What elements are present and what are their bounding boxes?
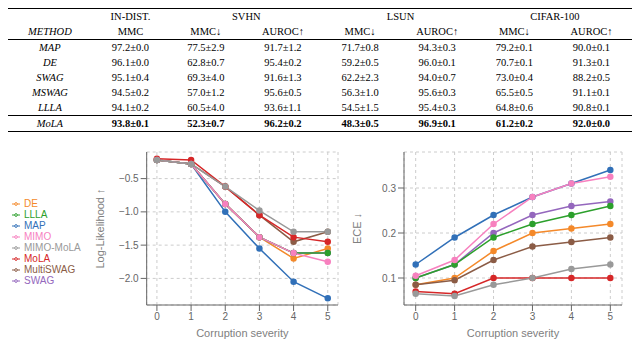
html-text:93.6±1.1: 93.6±1.1 <box>264 102 302 113</box>
svg-text:2: 2 <box>222 311 228 322</box>
html-text:SWAG: SWAG <box>24 274 55 286</box>
svg-text:3: 3 <box>257 311 263 322</box>
svg-text:−1.0: −1.0 <box>119 206 139 217</box>
svg-text:Corruption severity: Corruption severity <box>196 327 289 339</box>
html-text:93.8±0.1: 93.8±0.1 <box>111 118 150 129</box>
html-text:AUROC↑: AUROC↑ <box>570 26 613 37</box>
html-text:IN-DIST.: IN-DIST. <box>110 11 151 22</box>
html-text:91.6±1.3: 91.6±1.3 <box>264 72 302 83</box>
svg-text:ECE ↓: ECE ↓ <box>351 213 363 244</box>
html-text:95.6±0.3: 95.6±0.3 <box>418 87 456 98</box>
html-text:60.5±4.0: 60.5±4.0 <box>187 102 225 113</box>
html-text:MoLA: MoLA <box>24 252 51 264</box>
html-text:MMC↓: MMC↓ <box>190 26 222 37</box>
html-text:95.4±0.2: 95.4±0.2 <box>264 57 302 68</box>
svg-text:0.1: 0.1 <box>382 273 396 284</box>
html-text:91.3±0.1: 91.3±0.1 <box>572 57 611 68</box>
svg-text:1: 1 <box>452 311 458 322</box>
html-text:56.3±1.0: 56.3±1.0 <box>341 87 379 98</box>
svg-text:4: 4 <box>569 311 575 322</box>
svg-text:−0.5: −0.5 <box>119 173 139 184</box>
html-text:95.6±0.5: 95.6±0.5 <box>264 87 302 98</box>
html-text:94.1±0.2: 94.1±0.2 <box>111 102 150 113</box>
html-text:94.3±0.3: 94.3±0.3 <box>418 42 456 53</box>
html-text:DE: DE <box>24 197 38 209</box>
html-text:MMC: MMC <box>117 26 144 37</box>
html-text:91.7±1.2: 91.7±1.2 <box>264 42 302 53</box>
html-text:88.2±0.5: 88.2±0.5 <box>572 72 611 83</box>
html-text:MultiSWAG: MultiSWAG <box>24 263 76 275</box>
svg-text:−2.0: −2.0 <box>119 273 139 284</box>
html-text:73.0±0.4: 73.0±0.4 <box>495 72 533 83</box>
html-text:62.2±2.3: 62.2±2.3 <box>341 72 379 83</box>
html-text:CIFAR-100: CIFAR-100 <box>530 11 580 22</box>
html-text:71.7±0.8: 71.7±0.8 <box>341 42 379 53</box>
html-text:95.4±0.3: 95.4±0.3 <box>418 102 456 113</box>
html-text:SVHN: SVHN <box>232 11 261 22</box>
svg-text:4: 4 <box>291 311 297 322</box>
html-text:96.2±0.2: 96.2±0.2 <box>264 118 302 129</box>
html-text:MAP: MAP <box>39 42 61 53</box>
html-text:SWAG: SWAG <box>36 72 64 83</box>
svg-text:5: 5 <box>325 311 331 322</box>
html-text:DE: DE <box>42 57 57 68</box>
svg-text:5: 5 <box>608 311 614 322</box>
html-text:94.5±0.2: 94.5±0.2 <box>111 87 150 98</box>
html-text:96.9±0.1: 96.9±0.1 <box>418 118 456 129</box>
html-text:AUROC↑: AUROC↑ <box>261 26 304 37</box>
html-text:95.1±0.4: 95.1±0.4 <box>111 72 150 83</box>
html-text:90.0±0.1: 90.0±0.1 <box>572 42 611 53</box>
html-text:MAP: MAP <box>24 219 46 231</box>
svg-text:0.3: 0.3 <box>382 183 396 194</box>
html-text:90.8±0.1: 90.8±0.1 <box>572 102 611 113</box>
html-text:94.0±0.7: 94.0±0.7 <box>418 72 456 83</box>
html-text:48.3±0.5: 48.3±0.5 <box>341 118 379 129</box>
svg-text:Corruption severity: Corruption severity <box>467 327 560 339</box>
html-text:79.2±0.1: 79.2±0.1 <box>495 42 533 53</box>
html-text:MoLA: MoLA <box>36 118 63 129</box>
html-text:AUROC↑: AUROC↑ <box>416 26 459 37</box>
svg-text:Log-Likelihood ↑: Log-Likelihood ↑ <box>94 188 106 268</box>
html-text:MMC↓: MMC↓ <box>344 26 376 37</box>
html-text:54.5±1.5: 54.5±1.5 <box>341 102 379 113</box>
svg-text:3: 3 <box>530 311 536 322</box>
html-text:MSWAG: MSWAG <box>31 87 68 98</box>
html-text:92.0±0.0: 92.0±0.0 <box>572 118 611 129</box>
svg-text:1: 1 <box>188 311 194 322</box>
html-text:77.5±2.9: 77.5±2.9 <box>187 42 225 53</box>
html-text:96.1±0.0: 96.1±0.0 <box>111 57 150 68</box>
svg-text:0: 0 <box>154 311 160 322</box>
html-text:LSUN: LSUN <box>386 11 415 22</box>
html-text:METHOD: METHOD <box>28 26 72 37</box>
html-text:70.7±0.1: 70.7±0.1 <box>495 57 533 68</box>
svg-text:0: 0 <box>413 311 419 322</box>
html-text:61.2±0.2: 61.2±0.2 <box>495 118 533 129</box>
svg-text:0.2: 0.2 <box>382 228 396 239</box>
html-text:57.0±1.2: 57.0±1.2 <box>187 87 225 98</box>
svg-text:−1.5: −1.5 <box>119 240 139 251</box>
html-text:64.8±0.6: 64.8±0.6 <box>495 102 533 113</box>
html-text:MIMO: MIMO <box>24 230 52 242</box>
html-text:96.0±0.1: 96.0±0.1 <box>418 57 456 68</box>
html-text:91.1±0.1: 91.1±0.1 <box>572 87 611 98</box>
html-text:69.3±4.0: 69.3±4.0 <box>187 72 225 83</box>
html-text:59.2±0.5: 59.2±0.5 <box>341 57 379 68</box>
html-text:65.5±0.5: 65.5±0.5 <box>495 87 533 98</box>
html-text:MIMO-MoLA: MIMO-MoLA <box>24 241 81 253</box>
svg-text:2: 2 <box>491 311 497 322</box>
html-text:MMC↓: MMC↓ <box>498 26 530 37</box>
html-text:LLLA: LLLA <box>24 208 48 220</box>
html-text:62.8±0.7: 62.8±0.7 <box>187 57 225 68</box>
html-text:97.2±0.0: 97.2±0.0 <box>111 42 150 53</box>
html-text:52.3±0.7: 52.3±0.7 <box>187 118 225 129</box>
html-text:LLLA: LLLA <box>37 102 62 113</box>
